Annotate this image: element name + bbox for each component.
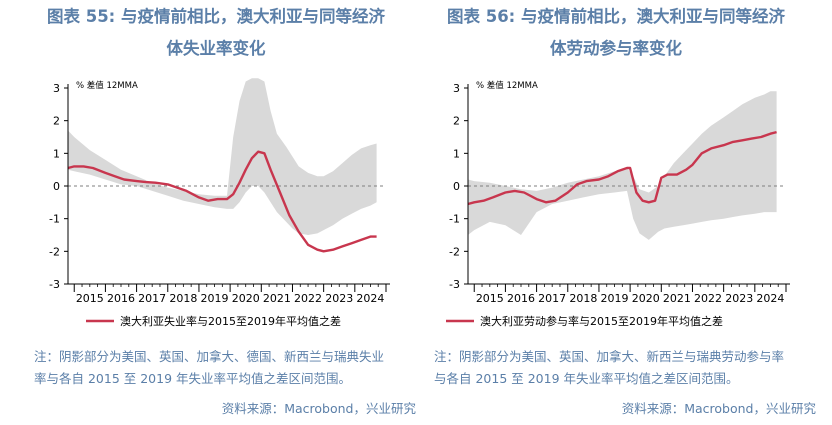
series-line [67,150,377,253]
y-tick-label: 1 [53,147,60,160]
y-tick-label: -1 [449,213,460,226]
chart-panel-unemployment: 图表 55: 与疫情前相比，澳大利亚与同等经济 体失业率变化 3 2 1 0 -1 -2 -… [16,0,416,425]
x-tick-label: 2024 [356,292,384,305]
chart-source: 资料来源：Macrobond，兴业研究 [621,401,816,416]
chart-note-line1: 注：阴影部分为美国、英国、加拿大、新西兰与瑞典劳动参与率 [434,349,785,364]
peer-range-band [68,78,377,235]
series-line [467,130,777,206]
x-tick-label: 2022 [294,292,322,305]
x-tick-label: 2015 [76,292,104,305]
legend: 澳大利亚失业率与2015至2019年平均值之差 [86,314,341,328]
y-tick-label: 1 [453,147,460,160]
chart-source: 资料来源：Macrobond，兴业研究 [221,401,416,416]
y-tick-label: -2 [449,245,460,258]
chart-note-line2: 与各自 2015 至 2019 年失业率平均值之差区间范围。 [434,371,739,386]
x-tick-label: 2020 [232,292,260,305]
chart-title-line2: 体劳动参与率变化 [550,39,682,58]
x-tick-label: 2015 [476,292,504,305]
y-unit-label: % 差值 12MMA [76,80,138,91]
y-tick-label: -3 [49,278,60,291]
x-tick-label: 2016 [107,292,135,305]
x-tick-label: 2021 [263,292,291,305]
x-tick-label: 2017 [538,292,566,305]
x-tick-label: 2024 [756,292,784,305]
y-tick-label: 2 [53,115,60,128]
chart-title-line1: 图表 56: 与疫情前相比，澳大利亚与同等经济 [446,7,786,26]
y-tick-label: 3 [53,82,60,95]
y-tick-label: 3 [453,82,460,95]
x-tick-label: 2023 [725,292,753,305]
legend: 澳大利亚劳动参与率与2015至2019年平均值之差 [446,314,723,328]
chart-panel-participation: 图表 56: 与疫情前相比，澳大利亚与同等经济 体劳动参与率变化 3 2 1 0 -1 -… [416,0,816,425]
chart-note-line2: 率与各自 2015 至 2019 年失业率平均值之差区间范围。 [34,371,352,386]
chart-title-line2: 体失业率变化 [166,39,266,58]
y-tick-label: -1 [49,213,60,226]
chart-note-line1: 注：阴影部分为美国、英国、加拿大、德国、新西兰与瑞典失业 [34,349,385,364]
chart-title-line1: 图表 55: 与疫情前相比，澳大利亚与同等经济 [46,7,386,26]
x-tick-label: 2017 [138,292,166,305]
chart-note: 注：阴影部分为美国、英国、加拿大、新西兰与瑞典劳动参与率 与各自 2015 至 … [434,346,806,390]
x-tick-label: 2018 [169,292,197,305]
x-tick-label: 2018 [569,292,597,305]
x-tick-label: 2019 [201,292,229,305]
y-tick-label: -3 [449,278,460,291]
y-tick-label: 0 [53,180,60,193]
legend-label: 澳大利亚失业率与2015至2019年平均值之差 [120,314,341,328]
y-unit-label: % 差值 12MMA [476,80,538,91]
x-tick-label: 2019 [601,292,629,305]
y-tick-label: 0 [453,180,460,193]
x-tick-label: 2021 [663,292,691,305]
x-tick-label: 2016 [507,292,535,305]
chart-note: 注：阴影部分为美国、英国、加拿大、德国、新西兰与瑞典失业 率与各自 2015 至… [34,346,406,390]
y-tick-label: -2 [49,245,60,258]
y-tick-label: 2 [453,115,460,128]
x-tick-label: 2023 [325,292,353,305]
x-tick-label: 2022 [694,292,722,305]
x-tick-label: 2020 [632,292,660,305]
legend-label: 澳大利亚劳动参与率与2015至2019年平均值之差 [480,314,723,328]
peer-range-band [468,91,777,240]
